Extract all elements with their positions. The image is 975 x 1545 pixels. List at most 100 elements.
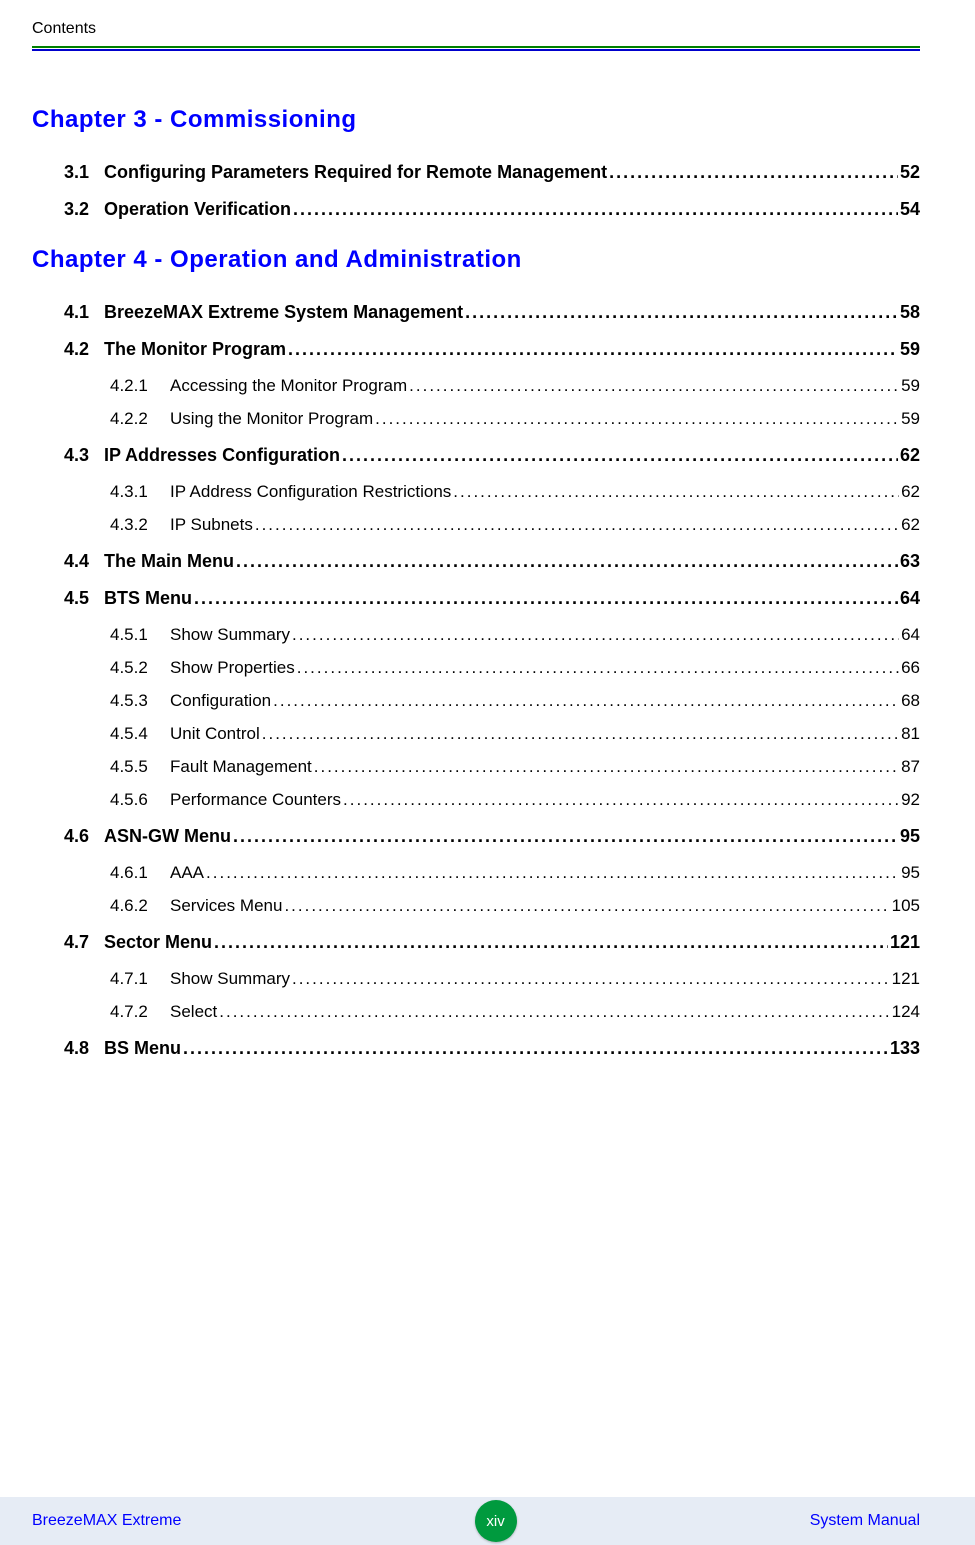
toc-entry-title: Show Summary	[170, 969, 290, 989]
toc-entry: 4.2.2 Using the Monitor Program59	[110, 409, 920, 429]
toc-entry-number: 4.3	[64, 445, 104, 466]
toc-entry-title: The Main Menu	[104, 551, 234, 572]
chapter-title: Chapter 4 - Operation and Administration	[32, 246, 920, 274]
toc-leader-dots	[183, 1038, 888, 1059]
toc-leader-dots	[375, 409, 899, 429]
page-number-badge: xiv	[475, 1500, 517, 1542]
toc-leader-dots	[262, 724, 899, 744]
toc-entry-title: Services Menu	[170, 896, 282, 916]
toc-leader-dots	[453, 482, 899, 502]
toc-leader-dots	[609, 162, 898, 183]
toc-entry-number: 4.5.1	[110, 625, 170, 645]
toc-entry-page: 121	[890, 932, 920, 953]
toc-leader-dots	[233, 826, 898, 847]
toc-entry-page: 87	[901, 757, 920, 777]
toc-entry-number: 4.5.4	[110, 724, 170, 744]
toc-entry-title: Accessing the Monitor Program	[170, 376, 407, 396]
page-body: Contents Chapter 3 - Commissioning 3.1 Co…	[0, 0, 975, 1059]
header-rule-green	[32, 46, 920, 48]
toc-entry-page: 121	[892, 969, 920, 989]
toc-entry-number: 4.7.2	[110, 1002, 170, 1022]
toc-entry: 4.5.3 Configuration68	[110, 691, 920, 711]
toc-entry-title: IP Subnets	[170, 515, 253, 535]
toc-entry: 4.3 IP Addresses Configuration 62	[64, 445, 920, 466]
toc-leader-dots	[219, 1002, 889, 1022]
toc-entry-page: 64	[900, 588, 920, 609]
toc-entry-title: BreezeMAX Extreme System Management	[104, 302, 463, 323]
toc-entry-number: 3.2	[64, 199, 104, 220]
toc-entry: 4.8 BS Menu 133	[64, 1038, 920, 1059]
toc-entry-number: 4.7.1	[110, 969, 170, 989]
toc-entry: 3.1 Configuring Parameters Required for …	[64, 162, 920, 183]
toc-entry-page: 95	[901, 863, 920, 883]
toc-entry-number: 4.2	[64, 339, 104, 360]
toc-entry: 4.7 Sector Menu 121	[64, 932, 920, 953]
toc-entry: 4.5.4 Unit Control81	[110, 724, 920, 744]
page-footer: BreezeMAX Extreme xiv System Manual	[0, 1497, 975, 1545]
toc-entry-title: BTS Menu	[104, 588, 192, 609]
toc-entry-title: Configuring Parameters Required for Remo…	[104, 162, 607, 183]
toc-leader-dots	[273, 691, 899, 711]
toc-leader-dots	[343, 790, 899, 810]
toc-entry-page: 64	[901, 625, 920, 645]
toc-entry: 4.6 ASN-GW Menu 95	[64, 826, 920, 847]
toc-leader-dots	[236, 551, 898, 572]
toc-entry-number: 4.7	[64, 932, 104, 953]
toc-entry-title: IP Addresses Configuration	[104, 445, 340, 466]
page-number: xiv	[486, 1513, 504, 1530]
toc-entry: 4.5.5 Fault Management87	[110, 757, 920, 777]
footer-doc-title: System Manual	[810, 1512, 920, 1530]
header-label: Contents	[32, 20, 96, 38]
toc-entry-number: 4.5.2	[110, 658, 170, 678]
toc-entry-page: 124	[892, 1002, 920, 1022]
toc-entry-page: 62	[900, 445, 920, 466]
toc-entry-number: 4.6	[64, 826, 104, 847]
toc-leader-dots	[284, 896, 889, 916]
toc-entry-number: 4.5.5	[110, 757, 170, 777]
toc-leader-dots	[409, 376, 899, 396]
toc-leader-dots	[293, 199, 898, 220]
toc-leader-dots	[194, 588, 898, 609]
toc-entry-page: 81	[901, 724, 920, 744]
toc-leader-dots	[206, 863, 899, 883]
toc-entry-title: IP Address Configuration Restrictions	[170, 482, 451, 502]
toc-entry-page: 105	[892, 896, 920, 916]
section-gap	[32, 236, 920, 246]
toc-entry-number: 4.2.1	[110, 376, 170, 396]
toc-entry-page: 54	[900, 199, 920, 220]
toc-entry-number: 4.8	[64, 1038, 104, 1059]
toc-entry-number: 4.5.6	[110, 790, 170, 810]
chapter-title: Chapter 3 - Commissioning	[32, 106, 920, 134]
toc-entry-title: The Monitor Program	[104, 339, 286, 360]
toc-entry-page: 63	[900, 551, 920, 572]
toc-entry-page: 68	[901, 691, 920, 711]
toc-entry-number: 4.3.2	[110, 515, 170, 535]
toc-entry: 4.5.1 Show Summary 64	[110, 625, 920, 645]
toc-entry-title: BS Menu	[104, 1038, 181, 1059]
toc-leader-dots	[214, 932, 888, 953]
toc-entry-page: 52	[900, 162, 920, 183]
footer-product-name: BreezeMAX Extreme	[32, 1512, 181, 1530]
toc-entry-page: 66	[901, 658, 920, 678]
toc-entry-number: 4.6.1	[110, 863, 170, 883]
toc-entry-number: 4.2.2	[110, 409, 170, 429]
toc-entry-page: 92	[901, 790, 920, 810]
toc-entry: 4.2.1 Accessing the Monitor Program 59	[110, 376, 920, 396]
toc-entry-title: Sector Menu	[104, 932, 212, 953]
toc-entry-page: 59	[900, 339, 920, 360]
toc-entry: 4.7.2 Select124	[110, 1002, 920, 1022]
toc-entry-title: Operation Verification	[104, 199, 291, 220]
toc-entry-number: 4.3.1	[110, 482, 170, 502]
toc-entry-page: 62	[901, 482, 920, 502]
toc-entry-page: 133	[890, 1038, 920, 1059]
toc-entry: 4.3.1 IP Address Configuration Restricti…	[110, 482, 920, 502]
toc-entry-page: 95	[900, 826, 920, 847]
toc-entry: 4.4 The Main Menu63	[64, 551, 920, 572]
toc-leader-dots	[292, 625, 899, 645]
toc-entry-title: ASN-GW Menu	[104, 826, 231, 847]
toc-entry-page: 59	[901, 376, 920, 396]
toc-entry-number: 4.6.2	[110, 896, 170, 916]
toc-entry-title: Show Summary	[170, 625, 290, 645]
toc-entry: 4.7.1 Show Summary 121	[110, 969, 920, 989]
toc-entry-title: Performance Counters	[170, 790, 341, 810]
